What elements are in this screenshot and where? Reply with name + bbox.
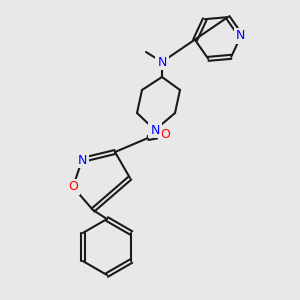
Text: O: O <box>160 128 170 142</box>
Text: N: N <box>236 29 246 43</box>
Text: N: N <box>77 154 87 166</box>
Text: N: N <box>157 56 167 68</box>
Text: O: O <box>68 181 78 194</box>
Text: N: N <box>150 124 160 136</box>
